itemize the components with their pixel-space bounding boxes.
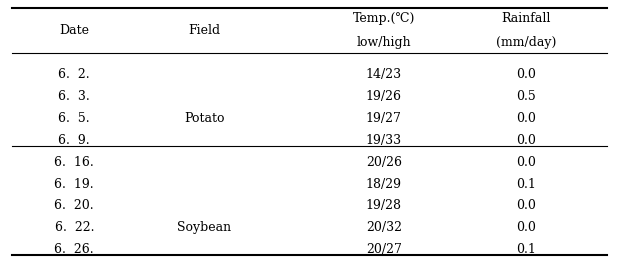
Text: 20/27: 20/27 <box>366 243 402 256</box>
Text: 0.0: 0.0 <box>516 156 536 169</box>
Text: 6.  2.: 6. 2. <box>58 68 90 82</box>
Text: 6.  5.: 6. 5. <box>58 112 90 125</box>
Text: Soybean: Soybean <box>177 221 232 234</box>
Text: 6.  22.: 6. 22. <box>54 221 94 234</box>
Text: 0.0: 0.0 <box>516 221 536 234</box>
Text: Field: Field <box>188 24 220 37</box>
Text: 19/28: 19/28 <box>366 199 402 213</box>
Text: 0.0: 0.0 <box>516 199 536 213</box>
Text: 6.  19.: 6. 19. <box>54 178 94 191</box>
Text: low/high: low/high <box>357 36 411 49</box>
Text: 6.  16.: 6. 16. <box>54 156 94 169</box>
Text: 6.  9.: 6. 9. <box>58 134 90 147</box>
Text: 19/27: 19/27 <box>366 112 402 125</box>
Text: Temp.(℃): Temp.(℃) <box>353 12 415 25</box>
Text: 0.1: 0.1 <box>516 178 536 191</box>
Text: 0.1: 0.1 <box>516 243 536 256</box>
Text: 0.0: 0.0 <box>516 112 536 125</box>
Text: Date: Date <box>59 24 89 37</box>
Text: 0.5: 0.5 <box>516 90 536 103</box>
Text: Rainfall: Rainfall <box>501 12 551 25</box>
Text: 20/32: 20/32 <box>366 221 402 234</box>
Text: 20/26: 20/26 <box>366 156 402 169</box>
Text: 0.0: 0.0 <box>516 134 536 147</box>
Text: 18/29: 18/29 <box>366 178 402 191</box>
Text: (mm/day): (mm/day) <box>496 36 556 49</box>
Text: 6.  26.: 6. 26. <box>54 243 94 256</box>
Text: 19/26: 19/26 <box>366 90 402 103</box>
Text: 6.  20.: 6. 20. <box>54 199 94 213</box>
Text: Potato: Potato <box>184 112 225 125</box>
Text: 19/33: 19/33 <box>366 134 402 147</box>
Text: 6.  3.: 6. 3. <box>58 90 90 103</box>
Text: 0.0: 0.0 <box>516 68 536 82</box>
Text: 14/23: 14/23 <box>366 68 402 82</box>
